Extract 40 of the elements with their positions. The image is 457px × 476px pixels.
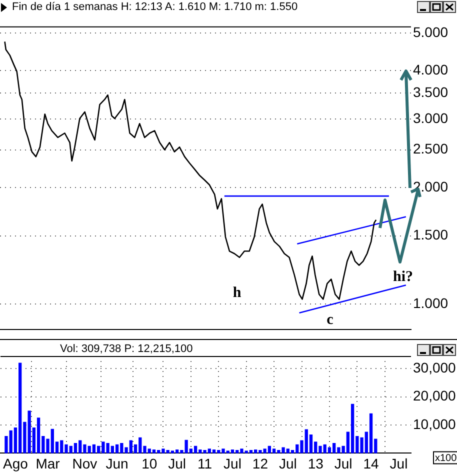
x-tick-label: 14 — [363, 455, 380, 472]
text: x100 — [435, 452, 457, 464]
x-tick-label: 10 — [142, 455, 158, 472]
bar — [194, 446, 198, 454]
y-tick-label: 3.500 — [413, 84, 448, 100]
y-tick-label: 20,000 — [413, 388, 456, 404]
x-tick-label: 13 — [308, 455, 324, 472]
bar — [92, 444, 96, 454]
annotation: c — [326, 312, 334, 328]
x-tick-label: Jul — [168, 455, 186, 472]
bar — [328, 447, 332, 454]
bar — [170, 450, 174, 454]
chart-title: Vol: 309,738 P: 12,215,100 — [60, 342, 193, 356]
bar — [249, 450, 253, 454]
x-tick-label: Jun — [106, 455, 128, 472]
y-tick-label: 1.000 — [413, 295, 448, 312]
bar — [74, 443, 78, 454]
x-tick-label: Jul — [390, 455, 408, 472]
bar — [272, 448, 276, 454]
chart-title: Fin de día 1 semanas H: 12:13 A: 1.610 M: 1.710 m: 1.550 — [12, 0, 298, 15]
x-tick-label: Ago — [2, 455, 28, 472]
bar — [115, 444, 119, 454]
y-tick-label: 5.000 — [413, 24, 448, 40]
y-tick-label: 3.000 — [413, 110, 448, 126]
x-tick-label: Nov — [72, 455, 98, 472]
x-tick-label: Jul — [224, 455, 242, 472]
y-tick-label: 30,000 — [413, 360, 456, 376]
x-tick-label: 11 — [198, 455, 212, 472]
x-tick-label: Jul — [334, 455, 352, 472]
x-tick-label: Mar — [36, 455, 60, 472]
y-tick-label: 10,000 — [413, 416, 456, 432]
x-tick-label: Jul — [278, 455, 297, 472]
annotation: h — [232, 284, 242, 301]
y-tick-label: 4.000 — [413, 61, 448, 78]
bar — [369, 413, 373, 454]
annotation: hi? — [392, 268, 414, 285]
y-tick-label: 2.500 — [413, 140, 448, 157]
x-tick-label: 12 — [252, 455, 268, 472]
bar — [36, 418, 40, 454]
y-tick-label: 1.500 — [413, 226, 448, 243]
